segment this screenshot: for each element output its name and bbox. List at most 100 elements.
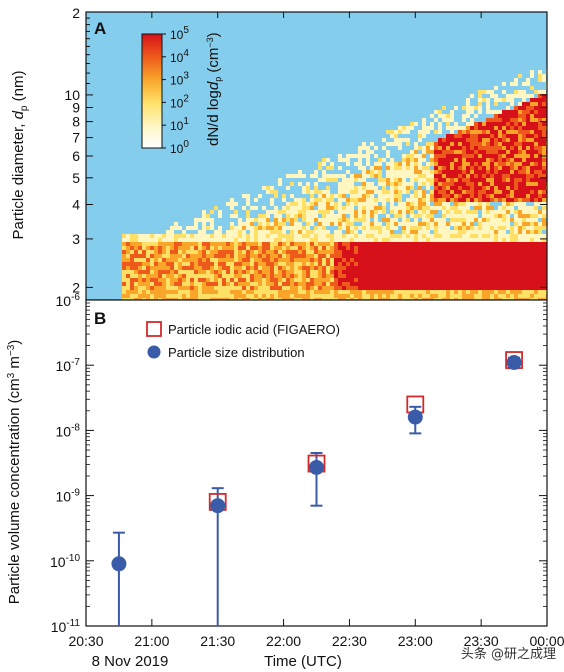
heatmap-cell: [242, 258, 246, 262]
heatmap-cell: [514, 190, 518, 194]
heatmap-cell: [290, 234, 294, 238]
heatmap-cell: [438, 162, 442, 166]
heatmap-cell: [270, 294, 274, 298]
heatmap-cell: [418, 250, 422, 254]
heatmap-cell: [162, 290, 166, 294]
heatmap-cell: [330, 246, 334, 250]
heatmap-cell: [330, 206, 334, 210]
heatmap-cell: [478, 94, 482, 98]
heatmap-cell: [170, 238, 174, 242]
heatmap-cell: [462, 266, 466, 270]
heatmap-cell: [354, 194, 358, 198]
heatmap-cell: [298, 254, 302, 258]
heatmap-cell: [346, 154, 350, 158]
heatmap-cell: [262, 274, 266, 278]
heatmap-cell: [466, 218, 470, 222]
heatmap-cell: [422, 294, 426, 298]
heatmap-cell: [386, 214, 390, 218]
heatmap-cell: [290, 226, 294, 230]
heatmap-cell: [510, 142, 514, 146]
heatmap-cell: [422, 226, 426, 230]
heatmap-cell: [310, 238, 314, 242]
heatmap-cell: [310, 230, 314, 234]
heatmap-cell: [122, 298, 126, 300]
heatmap-cell: [286, 214, 290, 218]
heatmap-cell: [406, 182, 410, 186]
heatmap-cell: [290, 238, 294, 242]
heatmap-cell: [502, 234, 506, 238]
heatmap-cell: [354, 274, 358, 278]
heatmap-cell: [350, 182, 354, 186]
heatmap-cell: [418, 186, 422, 190]
heatmap-cell: [434, 146, 438, 150]
heatmap-cell: [326, 266, 330, 270]
heatmap-cell: [166, 274, 170, 278]
heatmap-cell: [354, 190, 358, 194]
heatmap-cell: [182, 254, 186, 258]
heatmap-cell: [434, 166, 438, 170]
heatmap-cell: [434, 270, 438, 274]
heatmap-cell: [382, 294, 386, 298]
heatmap-cell: [282, 226, 286, 230]
heatmap-cell: [134, 258, 138, 262]
heatmap-cell: [314, 262, 318, 266]
heatmap-cell: [238, 290, 242, 294]
heatmap-cell: [374, 214, 378, 218]
heatmap-cell: [418, 262, 422, 266]
heatmap-cell: [518, 266, 522, 270]
heatmap-cell: [426, 202, 430, 206]
heatmap-cell: [170, 250, 174, 254]
heatmap-cell: [366, 162, 370, 166]
heatmap-cell: [402, 182, 406, 186]
heatmap-cell: [306, 270, 310, 274]
heatmap-cell: [326, 282, 330, 286]
heatmap-cell: [438, 218, 442, 222]
heatmap-cell: [354, 218, 358, 222]
heatmap-cell: [478, 278, 482, 282]
heatmap-cell: [486, 186, 490, 190]
heatmap-cell: [466, 174, 470, 178]
heatmap-cell: [446, 294, 450, 298]
heatmap-cell: [234, 266, 238, 270]
heatmap-cell: [226, 262, 230, 266]
heatmap-cell: [466, 122, 470, 126]
heatmap-cell: [522, 214, 526, 218]
heatmap-cell: [162, 294, 166, 298]
heatmap-cell: [442, 158, 446, 162]
heatmap-cell: [358, 178, 362, 182]
heatmap-cell: [250, 274, 254, 278]
heatmap-cell: [198, 298, 202, 300]
heatmap-cell: [142, 238, 146, 242]
heatmap-cell: [258, 290, 262, 294]
heatmap-cell: [182, 282, 186, 286]
heatmap-cell: [534, 122, 538, 126]
heatmap-cell: [394, 226, 398, 230]
heatmap-cell: [518, 242, 522, 246]
heatmap-cell: [410, 246, 414, 250]
heatmap-cell: [374, 290, 378, 294]
heatmap-cell: [214, 230, 218, 234]
heatmap-cell: [474, 214, 478, 218]
heatmap-cell: [506, 122, 510, 126]
heatmap-cell: [234, 242, 238, 246]
heatmap-cell: [442, 242, 446, 246]
heatmap-cell: [470, 218, 474, 222]
heatmap-cell: [382, 158, 386, 162]
heatmap-cell: [510, 254, 514, 258]
heatmap-cell: [290, 182, 294, 186]
y-tick-label: 4: [72, 196, 80, 212]
heatmap-cell: [454, 226, 458, 230]
heatmap-cell: [494, 226, 498, 230]
heatmap-cell: [182, 230, 186, 234]
heatmap-cell: [370, 222, 374, 226]
heatmap-cell: [510, 118, 514, 122]
heatmap-cell: [430, 294, 434, 298]
heatmap-cell: [438, 146, 442, 150]
heatmap-cell: [446, 118, 450, 122]
heatmap-cell: [458, 206, 462, 210]
heatmap-cell: [534, 198, 538, 202]
heatmap-cell: [438, 130, 442, 134]
heatmap-cell: [526, 130, 530, 134]
heatmap-cell: [426, 250, 430, 254]
heatmap-cell: [202, 250, 206, 254]
